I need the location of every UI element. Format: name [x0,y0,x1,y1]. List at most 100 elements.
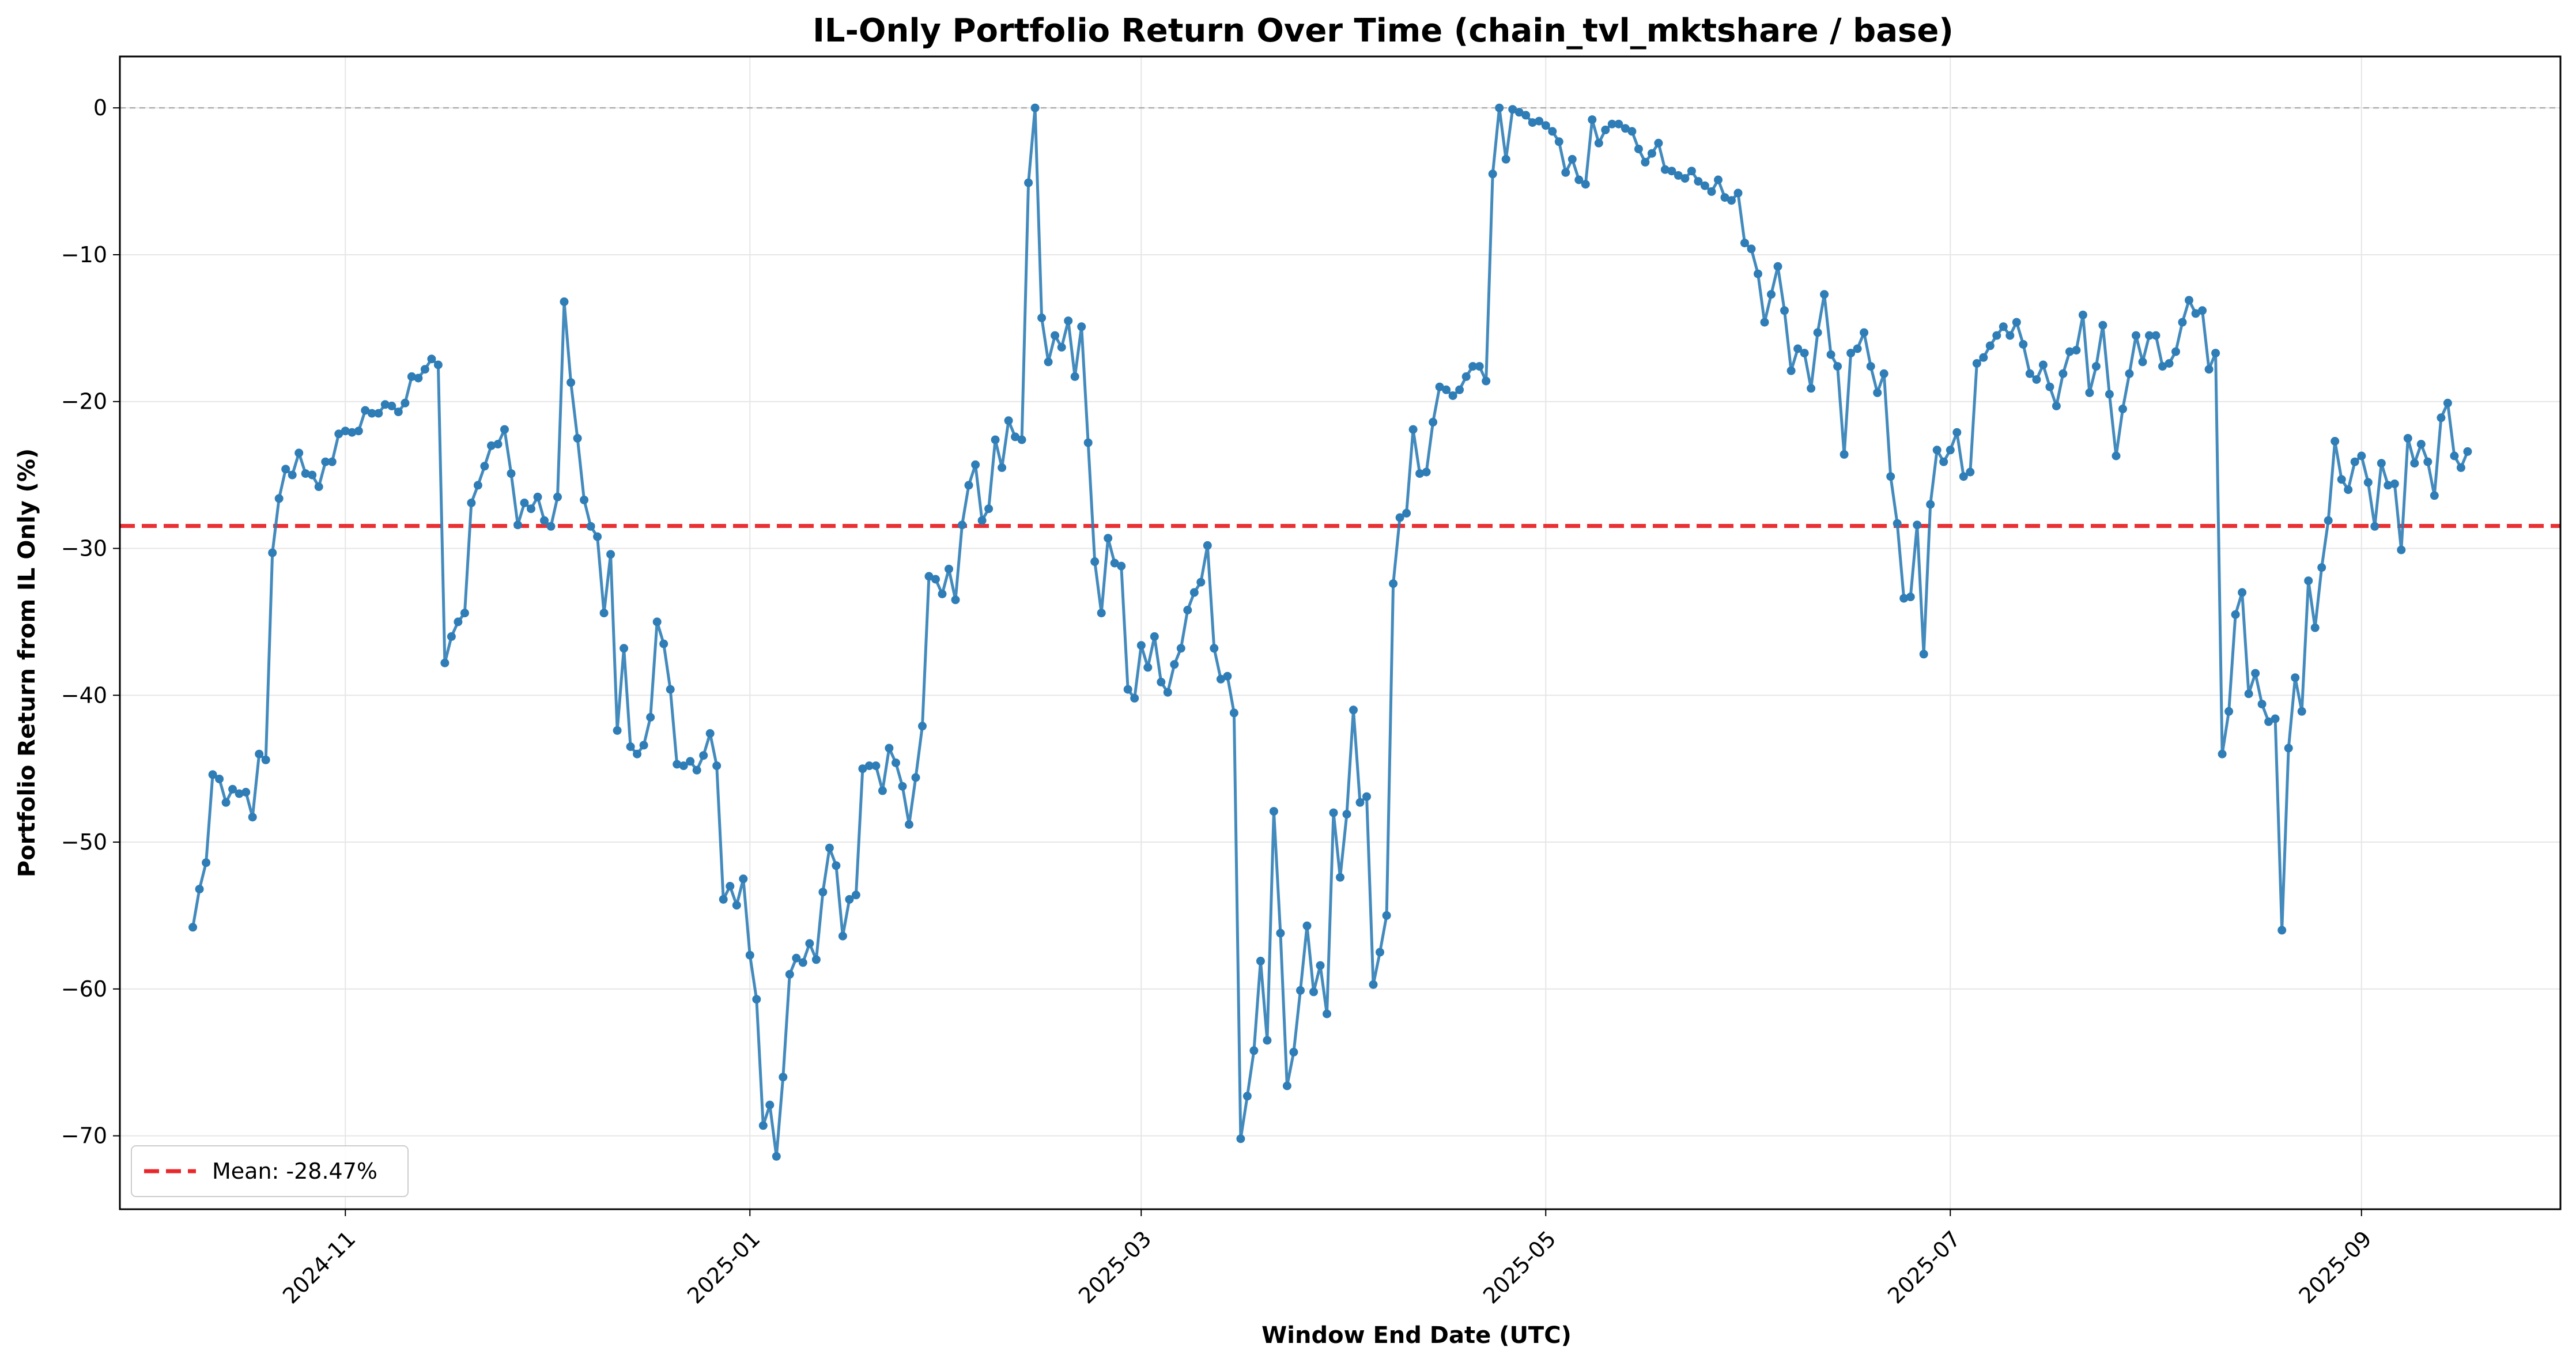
data-point [2065,347,2074,356]
data-point [1422,467,1431,477]
chart-title: IL-Only Portfolio Return Over Time (chai… [813,12,1954,50]
data-point [2377,459,2386,468]
data-point [1150,632,1159,641]
y-axis-label: Portfolio Return from IL Only (%) [14,448,40,877]
data-point [864,761,874,771]
data-point [2204,365,2214,374]
data-point [348,428,357,437]
data-point [493,440,503,449]
data-point [971,460,980,469]
data-point [1535,116,1544,126]
data-point [951,595,960,605]
data-point [845,895,854,904]
data-point [2145,331,2154,340]
data-point [401,398,410,407]
data-point [560,297,569,306]
data-point [871,761,881,771]
data-point [1714,175,1723,184]
data-point [374,409,383,418]
data-point [772,1152,781,1161]
data-point [1110,559,1119,568]
data-point [2317,563,2326,572]
data-point [719,895,728,904]
y-tick-label: −60 [61,976,107,1002]
data-point [1561,168,1570,177]
data-point [758,1121,768,1130]
data-point [480,462,489,471]
data-point [918,722,927,731]
data-point [666,685,675,694]
data-point [2238,588,2247,597]
data-point [1349,705,1358,715]
data-point [1899,594,1909,603]
data-point [354,427,363,436]
data-point [1707,187,1716,196]
data-point [1932,446,1942,455]
data-point [2363,478,2373,487]
data-point [1674,171,1683,180]
data-point [838,931,847,941]
data-point [673,760,682,769]
data-point [1461,372,1471,381]
data-point [2032,375,2041,384]
data-point [2132,331,2140,340]
data-point [2331,437,2340,446]
data-point [2165,359,2174,368]
data-point [301,469,310,478]
data-point [652,617,662,627]
data-point [1773,262,1782,271]
data-point [945,564,953,573]
data-point [1793,344,1803,353]
data-point [467,499,476,507]
data-point [2045,382,2054,391]
data-point [2403,433,2412,443]
data-point [2310,623,2320,632]
data-point [1355,798,1365,807]
data-point [1733,188,1743,198]
data-point [1939,457,1948,466]
data-point [606,550,615,559]
data-point [732,901,741,910]
data-point [1866,362,1875,371]
data-point [2025,369,2034,378]
data-point [1528,118,1537,127]
data-point [2264,717,2273,726]
data-point [739,874,748,884]
data-point [911,773,920,782]
data-point [1302,921,1312,930]
data-point [593,532,602,541]
data-point [1860,328,1869,337]
data-point [1408,425,1418,434]
data-point [407,372,416,381]
data-point [1024,178,1033,187]
data-point [334,429,343,439]
data-point [818,888,828,897]
data-point [1946,446,1955,455]
data-point [1627,127,1637,136]
data-point [1382,911,1391,920]
data-point [2244,689,2253,699]
data-point [1296,986,1305,995]
data-point [255,749,264,759]
data-point [1475,362,1484,371]
data-point [613,726,622,735]
data-point [1621,124,1630,133]
data-point [1495,103,1504,112]
data-point [752,995,761,1004]
legend-box [131,1145,409,1197]
data-point [2112,451,2121,461]
data-point [1123,685,1132,694]
data-point [1415,469,1425,478]
data-point [281,465,290,474]
data-point [1336,873,1344,882]
data-point [1601,125,1610,134]
data-point [1893,519,1902,528]
data-point [878,786,887,795]
data-point [2218,749,2227,759]
data-point [1754,269,1762,278]
data-point [1906,593,1915,602]
data-point [1886,472,1895,481]
data-point [2410,459,2419,468]
data-point [1508,105,1517,114]
